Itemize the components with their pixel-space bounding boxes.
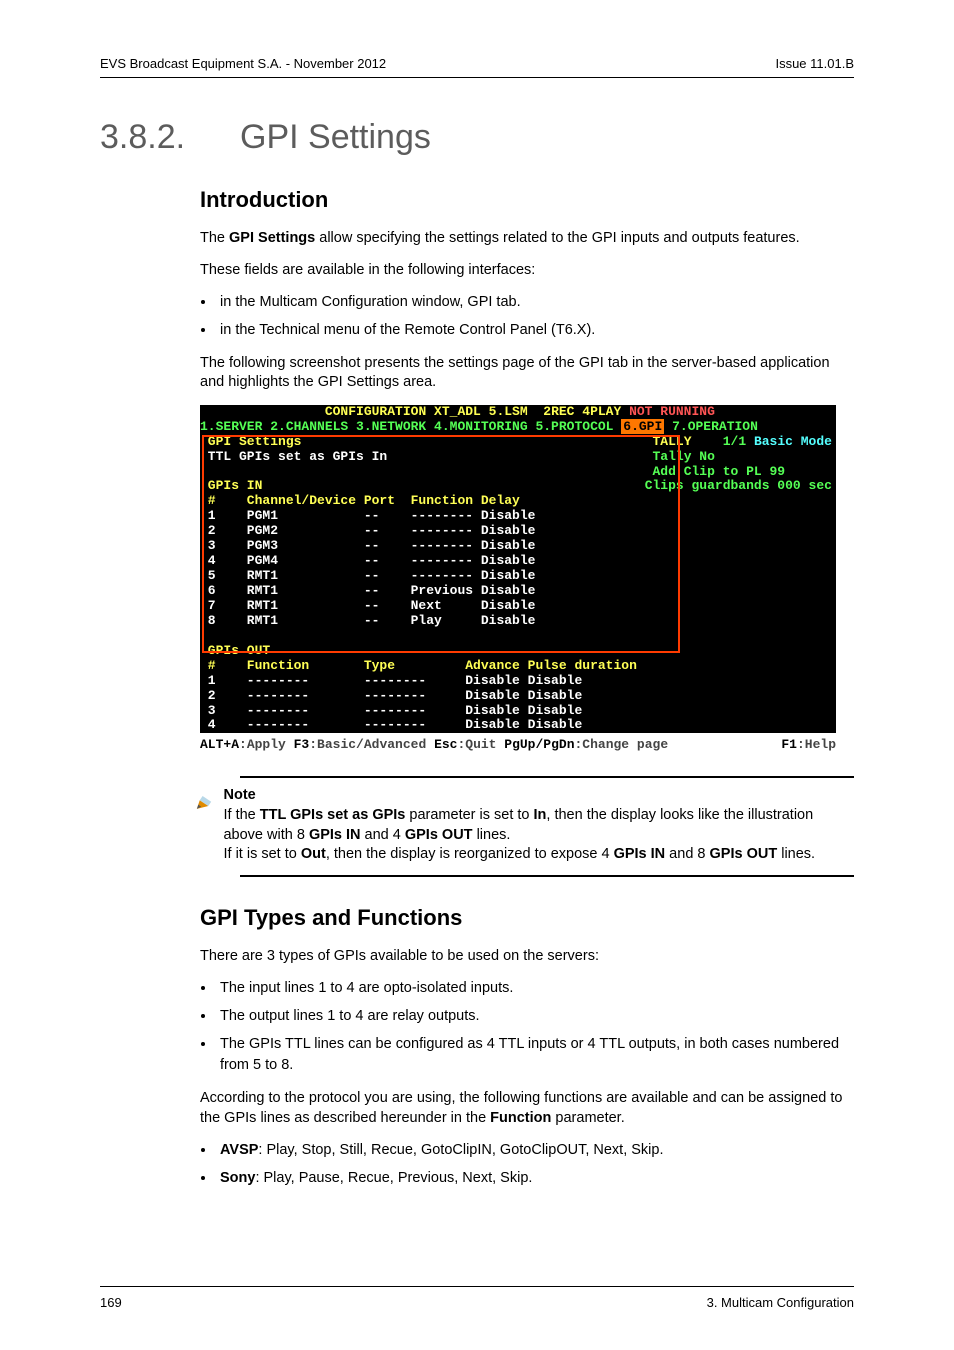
note-text: Note If the TTL GPIs set as GPIs paramet… [223, 786, 854, 864]
types-bullets: The input lines 1 to 4 are opto-isolated… [216, 978, 854, 1077]
page: EVS Broadcast Equipment S.A. - November … [0, 0, 954, 1350]
table-row: 4 -------- -------- Disable Disable [200, 718, 836, 733]
header-right: Issue 11.01.B [775, 56, 854, 71]
intro-p1: The GPI Settings allow specifying the se… [200, 229, 854, 249]
list-item: Sony: Play, Pause, Recue, Previous, Next… [216, 1168, 854, 1190]
header-bar: EVS Broadcast Equipment S.A. - November … [100, 56, 854, 78]
types-p2: According to the protocol you are using,… [200, 1089, 854, 1128]
table-row: 2 -------- -------- Disable Disable [200, 689, 836, 704]
terminal-col-header: # Channel/Device Port Function Delay [200, 494, 836, 509]
section-title: GPI Settings [240, 118, 431, 157]
protocol-bullets: AVSP: Play, Stop, Still, Recue, GotoClip… [216, 1140, 854, 1190]
list-item: in the Multicam Configuration window, GP… [216, 292, 854, 314]
list-item: The GPIs TTL lines can be configured as … [216, 1034, 854, 1078]
list-item: The input lines 1 to 4 are opto-isolated… [216, 978, 854, 1000]
list-item: in the Technical menu of the Remote Cont… [216, 320, 854, 342]
page-number: 169 [100, 1295, 122, 1310]
table-row: 5 RMT1 -- -------- Disable [200, 569, 836, 584]
terminal-line: GPIs OUT [200, 644, 836, 659]
terminal-line: GPIs IN Clips guardbands 000 sec [200, 479, 836, 494]
table-row: 7 RMT1 -- Next Disable [200, 599, 836, 614]
list-item: The output lines 1 to 4 are relay output… [216, 1006, 854, 1028]
body-column: Introduction The GPI Settings allow spec… [200, 187, 854, 1190]
section-number: 3.8.2. [100, 118, 240, 157]
list-item: AVSP: Play, Stop, Still, Recue, GotoClip… [216, 1140, 854, 1162]
intro-p3: The following screenshot presents the se… [200, 354, 854, 393]
table-row: 1 PGM1 -- -------- Disable [200, 509, 836, 524]
terminal-screenshot: CONFIGURATION XT_ADL 5.LSM 2REC 4PLAY NO… [200, 405, 836, 734]
terminal-line: GPI Settings TALLY 1/1 Basic Mode [200, 435, 836, 450]
table-row: 1 -------- -------- Disable Disable [200, 674, 836, 689]
intro-heading: Introduction [200, 187, 854, 213]
section-heading: 3.8.2. GPI Settings [100, 118, 854, 157]
note-block: Note If the TTL GPIs set as GPIs paramet… [240, 776, 854, 876]
terminal-line: Add Clip to PL 99 [200, 465, 836, 480]
types-p1: There are 3 types of GPIs available to b… [200, 947, 854, 967]
table-row: 2 PGM2 -- -------- Disable [200, 524, 836, 539]
table-row: 3 PGM3 -- -------- Disable [200, 539, 836, 554]
table-row: 4 PGM4 -- -------- Disable [200, 554, 836, 569]
types-heading: GPI Types and Functions [200, 905, 854, 931]
footer: 169 3. Multicam Configuration [100, 1286, 854, 1310]
intro-p2: These fields are available in the follow… [200, 261, 854, 281]
table-row: 3 -------- -------- Disable Disable [200, 704, 836, 719]
table-row: 8 RMT1 -- Play Disable [200, 614, 836, 629]
intro-bullets: in the Multicam Configuration window, GP… [216, 292, 854, 342]
pencil-icon [194, 786, 215, 816]
terminal-col-header: # Function Type Advance Pulse duration [200, 659, 836, 674]
footer-section: 3. Multicam Configuration [707, 1295, 854, 1310]
terminal-statusbar: ALT+A:Apply F3:Basic/Advanced Esc:Quit P… [200, 737, 836, 752]
terminal-title: CONFIGURATION XT_ADL 5.LSM 2REC 4PLAY NO… [200, 405, 836, 420]
terminal-line: TTL GPIs set as GPIs In Tally No [200, 450, 836, 465]
table-row: 6 RMT1 -- Previous Disable [200, 584, 836, 599]
terminal-menu: 1.SERVER 2.CHANNELS 3.NETWORK 4.MONITORI… [200, 420, 836, 435]
header-left: EVS Broadcast Equipment S.A. - November … [100, 56, 386, 71]
